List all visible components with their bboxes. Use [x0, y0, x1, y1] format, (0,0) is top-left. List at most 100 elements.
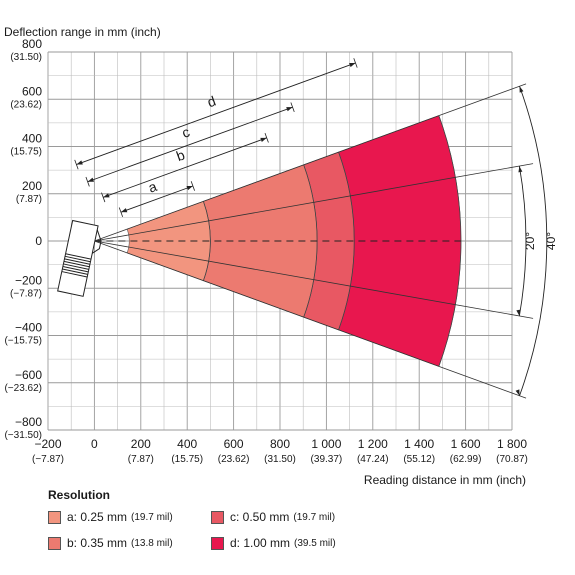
range-arrow [349, 62, 356, 68]
legend-item-b: b: 0.35 mm (13.8 mil) [48, 536, 173, 550]
x-tick-label: 1 000 [311, 437, 341, 451]
scanner-grille-line [65, 253, 92, 260]
y-tick-sublabel: (−23.62) [4, 383, 42, 394]
x-tick-sublabel: (31.50) [264, 454, 296, 465]
range-tick [74, 159, 79, 170]
x-tick-label: 200 [131, 437, 151, 451]
x-tick-sublabel: (23.62) [218, 454, 250, 465]
y-tick-labels: 800(31.50) 600(23.62) 400(15.75) 200(7.87) 0… [4, 37, 42, 441]
legend-swatch-b [48, 536, 61, 550]
y-tick-label: 600 [22, 84, 42, 98]
zone-arc-a [203, 201, 211, 281]
range-tick [85, 176, 90, 187]
beam-edge-line [94, 83, 527, 242]
legend-item-c: c: 0.50 mm (19.7 mil) [211, 510, 335, 524]
range-label-d: d [205, 93, 218, 111]
legend-swatch-a [48, 510, 61, 524]
legend-swatch-d [211, 536, 224, 550]
range-tick [290, 102, 295, 112]
legend-mil-a: (19.7 mil) [131, 511, 173, 523]
range-line-b [103, 137, 267, 198]
range-line-d [76, 62, 356, 165]
angle-annotations: 20° 40° [515, 86, 558, 396]
range-arrow [103, 193, 110, 198]
x-tick-sublabel: (70.87) [496, 454, 528, 465]
y-tick-sublabel: (15.75) [10, 147, 42, 158]
zone-arc-c [338, 151, 355, 331]
x-tick-sublabel: (55.12) [403, 454, 435, 465]
x-tick-sublabel: (47.24) [357, 454, 389, 465]
scanner-grille-line [64, 258, 91, 265]
legend-label-d: d: 1.00 mm [230, 536, 291, 550]
angle-20-arc [518, 165, 527, 317]
x-tick-label: 800 [270, 437, 290, 451]
angle-40-arrow [515, 389, 520, 396]
x-tick-sublabel: (39.37) [311, 454, 343, 465]
y-tick-sublabel: (−7.87) [10, 288, 42, 299]
range-arrow [186, 185, 193, 191]
beam-edge-line [94, 240, 534, 319]
legend-title: Resolution [48, 488, 110, 502]
y-tick-label: −200 [15, 273, 42, 287]
legend-mil-b: (13.8 mil) [131, 537, 173, 549]
x-tick-sublabel: (62.99) [450, 454, 482, 465]
x-tick-sublabel: (15.75) [171, 454, 203, 465]
x-axis-title: Reading distance in mm (inch) [364, 473, 526, 487]
beam-edge-line [94, 240, 527, 399]
range-arrow [87, 177, 95, 182]
angle-40-arc [519, 86, 548, 396]
x-tick-label: 1 800 [497, 437, 527, 451]
scanner-body [57, 219, 102, 297]
angle-20-arrow [518, 166, 523, 173]
range-tick [118, 207, 124, 218]
legend-swatch-c [211, 510, 224, 524]
range-arrow [260, 137, 267, 142]
scanner-grille-line [62, 265, 89, 273]
x-tick-label: 1 400 [404, 437, 434, 451]
x-tick-label: 400 [177, 437, 197, 451]
beam-edge-line [94, 163, 534, 242]
beam-lines [94, 83, 534, 399]
legend: Resolution a: 0.25 mm (19.7 mil) b: 0.35… [48, 488, 368, 568]
y-tick-sublabel: (31.50) [10, 52, 42, 63]
y-tick-label: 0 [35, 234, 42, 248]
y-tick-label: 200 [22, 179, 42, 193]
scanner-window [91, 229, 102, 254]
y-tick-label: 800 [22, 37, 42, 51]
range-tick [101, 192, 106, 203]
y-tick-sublabel: (7.87) [16, 194, 42, 205]
y-tick-sublabel: (−15.75) [4, 336, 42, 347]
y-tick-label: −800 [15, 415, 42, 429]
y-tick-label: 400 [22, 132, 42, 146]
y-tick-label: −400 [15, 321, 42, 335]
angle-20-label: 20° [523, 232, 537, 250]
range-tick [264, 133, 269, 143]
scanner-grille-line [64, 255, 91, 263]
legend-label-b: b: 0.35 mm [67, 536, 128, 550]
angle-40-label: 40° [544, 232, 558, 250]
scanner-icon [57, 219, 102, 297]
scanner-grille-line [63, 263, 89, 270]
range-line-a [120, 185, 194, 213]
y-tick-sublabel: (−31.50) [4, 430, 42, 441]
x-tick-label: 600 [224, 437, 244, 451]
legend-label-a: a: 0.25 mm [67, 510, 128, 524]
angle-20-arrow [516, 309, 521, 316]
range-tick [353, 58, 358, 68]
y-axis-title: Deflection range in mm (inch) [4, 25, 161, 39]
range-line-c [87, 106, 293, 183]
range-arrow [120, 208, 128, 213]
x-tick-sublabel: (−7.87) [32, 454, 64, 465]
x-tick-label: 1 200 [358, 437, 388, 451]
range-tick [190, 181, 195, 191]
legend-item-d: d: 1.00 mm (39.5 mil) [211, 536, 336, 550]
legend-item-a: a: 0.25 mm (19.7 mil) [48, 510, 173, 524]
x-tick-sublabel: (7.87) [128, 454, 154, 465]
x-tick-label: 0 [91, 437, 98, 451]
legend-label-c: c: 0.50 mm [230, 510, 290, 524]
y-tick-sublabel: (23.62) [10, 99, 42, 110]
scanner-grille-line [63, 260, 90, 268]
x-tick-label: −200 [34, 437, 61, 451]
x-tick-label: 1 600 [451, 437, 481, 451]
